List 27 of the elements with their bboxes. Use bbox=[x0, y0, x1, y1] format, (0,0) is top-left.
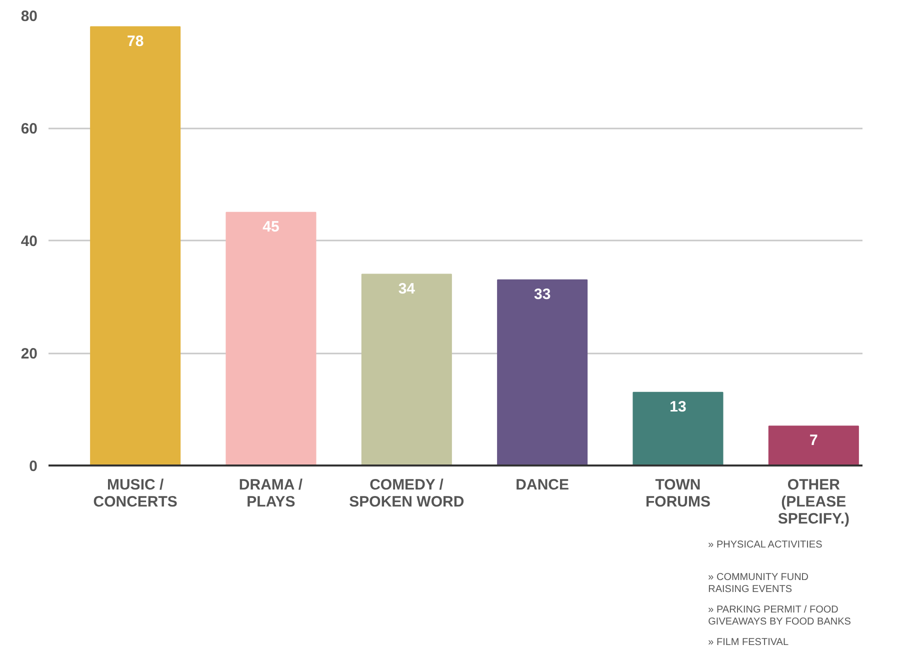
bar bbox=[361, 274, 452, 466]
data-label: 34 bbox=[398, 280, 416, 298]
x-tick-label: MUSIC / CONCERTS bbox=[93, 476, 178, 510]
x-tick-label: COMEDY / SPOKEN WORD bbox=[349, 476, 464, 510]
x-tick-label: DANCE bbox=[516, 476, 570, 494]
data-label: 45 bbox=[262, 218, 280, 236]
y-tick-label: 80 bbox=[20, 8, 38, 25]
bar bbox=[768, 426, 859, 466]
x-tick-label: OTHER (PLEASE SPECIFY.) bbox=[778, 476, 850, 528]
text: » COMMUNITY FUND RAISING EVENTS bbox=[708, 572, 809, 596]
data-label: 33 bbox=[534, 286, 551, 303]
bar bbox=[497, 279, 588, 466]
bar bbox=[632, 392, 724, 466]
data-label: 78 bbox=[126, 32, 144, 50]
x-tick-label: DRAMA / PLAYS bbox=[238, 476, 304, 510]
data-label: 13 bbox=[670, 398, 686, 416]
text: » FILM FESTIVAL bbox=[708, 637, 789, 647]
data-label: 7 bbox=[809, 432, 818, 450]
bar bbox=[90, 26, 181, 466]
text: » PHYSICAL ACTIVITIES bbox=[708, 540, 823, 550]
y-tick-label: 60 bbox=[20, 120, 38, 138]
y-tick-label: 0 bbox=[29, 458, 38, 475]
y-tick-label: 20 bbox=[20, 346, 38, 362]
bar bbox=[226, 212, 316, 466]
text: » PARKING PERMIT / FOOD GIVEAWAYS BY FOOD BANKS bbox=[708, 604, 852, 628]
y-tick-label: 40 bbox=[20, 233, 38, 250]
x-tick-label: TOWN FORUMS bbox=[645, 476, 710, 510]
